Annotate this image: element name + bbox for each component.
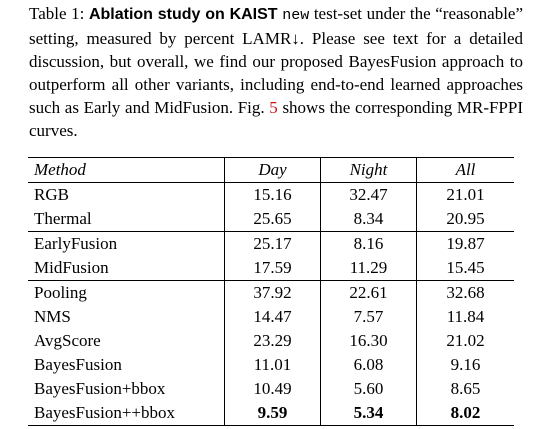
method-cell: BayesFusion+bbox [28,377,225,401]
value-cell: 8.34 [320,207,417,232]
value-cell: 25.65 [224,207,321,232]
value-cell: 32.47 [320,182,417,207]
value-cell: 15.45 [446,258,485,277]
value-cell: 9.16 [450,355,481,374]
table-row: BayesFusion++bbox 9.59 5.34 8.02 [28,401,514,426]
results-table: Method Day Night All RGB 15.16 32.47 21.01 Therm… [28,157,514,426]
row-group: EarlyFusion 25.17 8.16 19.87 MidFusion 17.59 1… [28,231,514,281]
row-group: RGB 15.16 32.47 21.01 Thermal 25.65 8.34 20.95 [28,182,514,232]
value-cell: 11.29 [320,256,417,281]
value-cell: 17.59 [224,256,321,281]
value-cell: 15.16 [224,182,321,207]
row-group: Pooling 37.92 22.61 32.68 NMS 14.47 7.57 11.84 A… [28,280,514,426]
value-cell: 25.17 [224,231,321,256]
column-header: All [416,157,514,183]
method-cell: RGB [28,182,225,207]
value-cell: 16.30 [320,329,417,353]
table-header: Method Day Night All [28,157,514,183]
column-header: Day [224,157,321,183]
caption: Table 1: Ablation study on KAIST new tes… [29,2,523,142]
value-cell: 32.68 [446,283,485,302]
value-cell: 7.57 [320,305,417,329]
value-cell: 14.47 [224,305,321,329]
value-cell: 22.61 [320,280,417,305]
table-row: Thermal 25.65 8.34 20.95 [28,207,514,232]
header-row: Method Day Night All [28,157,514,183]
value-cell: 20.95 [446,209,485,228]
table-row: NMS 14.47 7.57 11.84 [28,305,514,329]
value-cell: 6.08 [320,353,417,377]
value-cell: 8.16 [320,231,417,256]
caption-label: Table 1: [29,4,85,23]
value-cell: 9.59 [224,401,321,426]
caption-bold: Ablation study on KAIST [88,6,278,23]
value-cell: 19.87 [446,234,485,253]
value-cell: 37.92 [224,280,321,305]
method-cell: MidFusion [28,256,225,281]
value-cell: 21.01 [446,185,485,204]
method-cell: NMS [28,305,225,329]
caption-code: new [282,7,310,24]
table-row: AvgScore 23.29 16.30 21.02 [28,329,514,353]
column-header: Night [320,157,417,183]
value-cell: 5.34 [320,401,417,426]
value-cell: 8.02 [450,403,481,422]
value-cell: 11.84 [446,307,485,326]
method-cell: Thermal [28,207,225,232]
table-row: MidFusion 17.59 11.29 15.45 [28,256,514,281]
figure-ref[interactable]: 5 [269,98,278,117]
table-row: Pooling 37.92 22.61 32.68 [28,280,514,305]
column-header: Method [28,157,225,183]
method-cell: Pooling [28,280,225,305]
value-cell: 23.29 [224,329,321,353]
value-cell: 10.49 [224,377,321,401]
method-cell: AvgScore [28,329,225,353]
method-cell: BayesFusion++bbox [28,401,225,426]
table-row: BayesFusion 11.01 6.08 9.16 [28,353,514,377]
method-cell: BayesFusion [28,353,225,377]
method-cell: EarlyFusion [28,231,225,256]
value-cell: 8.65 [450,379,481,398]
value-cell: 21.02 [446,331,485,350]
table-row: BayesFusion+bbox 10.49 5.60 8.65 [28,377,514,401]
value-cell: 11.01 [224,353,321,377]
table-row: RGB 15.16 32.47 21.01 [28,182,514,207]
table-row: EarlyFusion 25.17 8.16 19.87 [28,231,514,256]
caption-text: test-set under the “reasonable” setting,… [29,4,524,117]
value-cell: 5.60 [320,377,417,401]
caption-text: shows the corresponding MR-FPPI curves. [29,98,524,140]
